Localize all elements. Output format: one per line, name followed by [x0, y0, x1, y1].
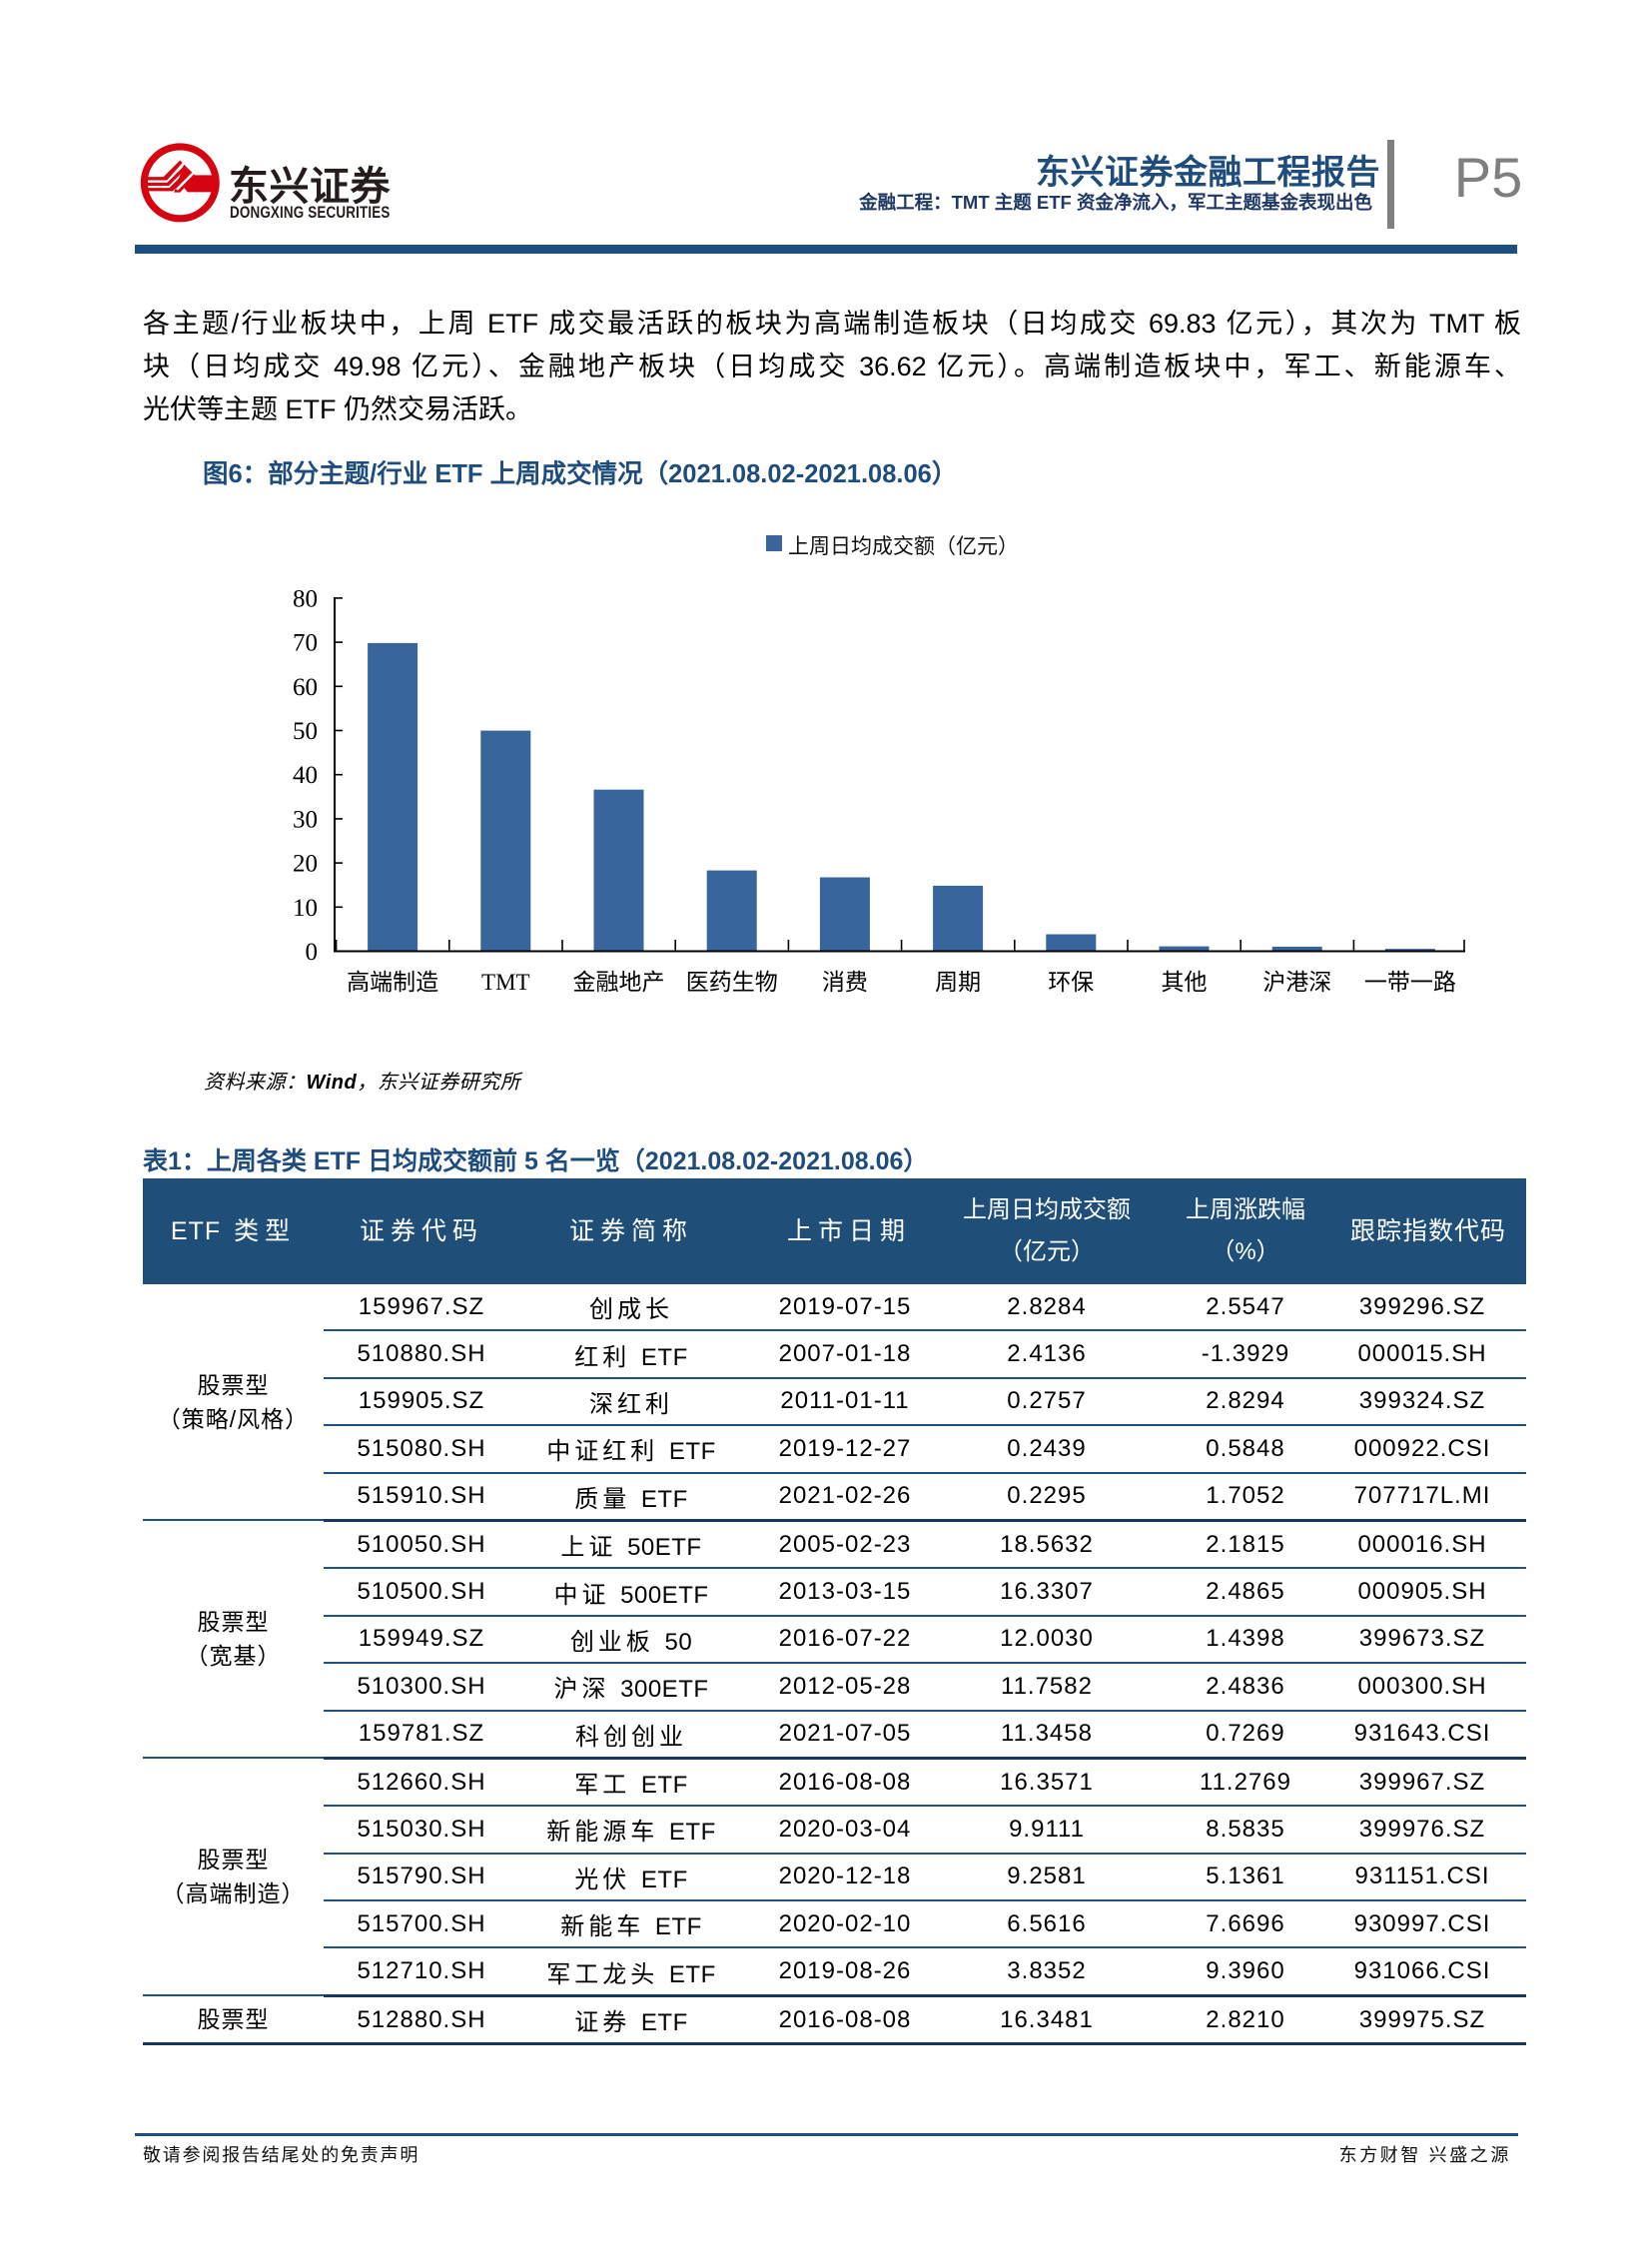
svg-text:0: 0: [306, 939, 319, 966]
svg-text:消费: 消费: [822, 970, 868, 995]
svg-text:环保: 环保: [1048, 970, 1094, 995]
svg-text:其他: 其他: [1162, 970, 1208, 995]
svg-text:TMT: TMT: [481, 970, 530, 995]
svg-text:一带一路: 一带一路: [1364, 970, 1456, 995]
svg-text:80: 80: [293, 585, 318, 612]
svg-text:10: 10: [293, 895, 318, 922]
svg-text:周期: 周期: [935, 970, 981, 995]
svg-text:70: 70: [293, 630, 318, 657]
svg-text:医药生物: 医药生物: [686, 970, 778, 995]
svg-text:沪港深: 沪港深: [1262, 970, 1331, 995]
svg-text:50: 50: [293, 718, 318, 745]
svg-text:高端制造: 高端制造: [347, 970, 438, 995]
svg-text:40: 40: [293, 762, 318, 789]
svg-text:金融地产: 金融地产: [573, 970, 665, 995]
svg-text:60: 60: [293, 674, 318, 701]
svg-text:20: 20: [293, 851, 318, 878]
svg-text:30: 30: [293, 806, 318, 833]
